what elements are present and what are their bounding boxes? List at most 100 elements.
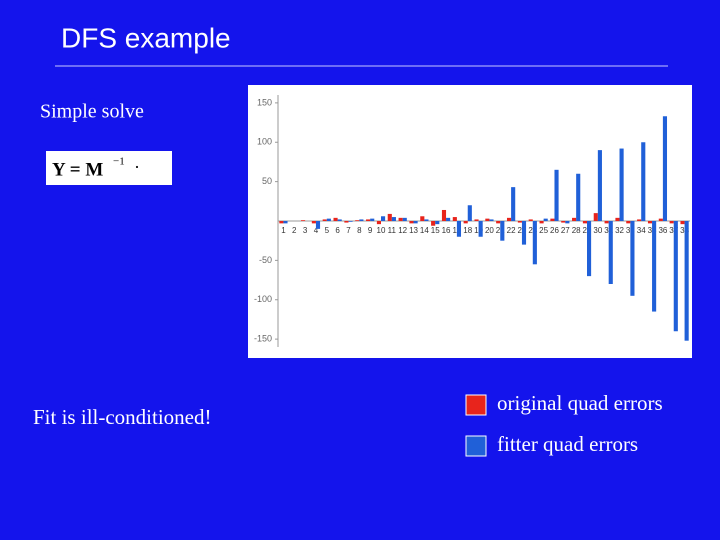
- bar: [517, 221, 522, 223]
- bar: [467, 205, 472, 221]
- bar: [647, 221, 653, 224]
- bar: [626, 221, 631, 224]
- x-tick-label: 16: [442, 226, 451, 235]
- bar: [391, 217, 396, 221]
- x-tick-label: 6: [335, 226, 340, 235]
- x-tick-label: 11: [388, 226, 397, 235]
- x-tick-label: 32: [615, 226, 624, 235]
- legend-swatch: [465, 394, 487, 416]
- formula-sup: −1: [113, 156, 125, 168]
- bar: [420, 216, 425, 221]
- bar: [500, 221, 505, 241]
- x-tick-label: 25: [539, 226, 548, 235]
- bar: [402, 217, 407, 221]
- bar: [496, 221, 501, 224]
- bar: [279, 221, 284, 224]
- bar: [359, 219, 364, 221]
- x-tick-label: 12: [398, 226, 407, 235]
- y-tick-label: 100: [257, 137, 272, 147]
- y-tick-label: 50: [262, 176, 272, 186]
- bar: [554, 169, 559, 221]
- bar: [593, 213, 598, 221]
- bar: [463, 221, 468, 224]
- x-tick-label: 13: [409, 226, 418, 235]
- x-tick-label: 1: [281, 226, 286, 235]
- x-tick-label: 14: [420, 226, 429, 235]
- y-tick-label: -100: [254, 294, 272, 304]
- x-tick-label: 2: [292, 226, 297, 235]
- bar: [424, 219, 429, 221]
- bar: [300, 220, 306, 221]
- x-tick-label: 5: [325, 226, 330, 235]
- bar: [387, 213, 392, 221]
- x-tick-label: 30: [593, 226, 602, 235]
- y-tick-label: 150: [257, 97, 272, 107]
- left-text: Fit is ill-conditioned!: [33, 405, 212, 429]
- bar: [337, 219, 342, 221]
- bar: [474, 219, 479, 221]
- slide-title: DFS example: [61, 22, 231, 53]
- bar: [669, 221, 674, 224]
- bar: [344, 221, 349, 223]
- legend-swatch: [465, 435, 487, 457]
- bar: [456, 221, 462, 237]
- bar: [619, 148, 624, 221]
- formula-tail: ·: [134, 157, 140, 177]
- bar: [506, 217, 512, 221]
- bar: [572, 217, 577, 221]
- bar: [485, 218, 490, 221]
- bar: [604, 221, 609, 224]
- bar: [597, 150, 602, 221]
- bar: [441, 209, 447, 221]
- bar: [376, 221, 381, 225]
- x-tick-label: 10: [377, 226, 386, 235]
- x-tick-label: 18: [463, 226, 472, 235]
- y-tick-label: -50: [259, 255, 272, 265]
- x-tick-label: 20: [485, 226, 494, 235]
- bar: [366, 219, 371, 221]
- bar: [637, 219, 642, 221]
- bar: [333, 217, 338, 221]
- x-tick-label: 26: [550, 226, 559, 235]
- bar: [550, 218, 555, 221]
- bar: [587, 221, 592, 277]
- bar: [511, 187, 516, 221]
- bar: [315, 221, 321, 229]
- left-text: Simple solve: [40, 101, 144, 123]
- bar: [413, 221, 418, 224]
- bar: [431, 221, 436, 226]
- bar: [489, 219, 494, 221]
- bar: [615, 217, 620, 221]
- bar: [311, 221, 316, 224]
- bar: [652, 221, 657, 312]
- bar: [283, 221, 288, 224]
- bar: [435, 221, 440, 225]
- bar: [381, 216, 386, 221]
- formula: Y = M: [52, 159, 103, 180]
- legend-label: original quad errors: [497, 391, 663, 415]
- bar: [409, 221, 414, 224]
- bar: [608, 221, 613, 284]
- x-tick-label: 36: [658, 226, 667, 235]
- bar: [539, 221, 544, 224]
- x-tick-label: 8: [357, 226, 362, 235]
- x-tick-label: 34: [637, 226, 646, 235]
- bar: [561, 221, 566, 223]
- formula-box: [46, 151, 172, 185]
- y-tick-label: -150: [254, 334, 272, 344]
- x-tick-label: 28: [572, 226, 581, 235]
- bar: [322, 219, 327, 221]
- bar: [641, 142, 646, 221]
- bar: [662, 116, 668, 221]
- bar: [532, 221, 537, 265]
- bar: [355, 220, 360, 221]
- bar: [326, 218, 331, 221]
- bar: [478, 221, 483, 237]
- bar: [658, 218, 663, 221]
- x-tick-label: 7: [346, 226, 351, 235]
- bar: [565, 221, 570, 224]
- bar: [630, 221, 635, 296]
- bar: [370, 218, 375, 221]
- bar: [348, 221, 353, 222]
